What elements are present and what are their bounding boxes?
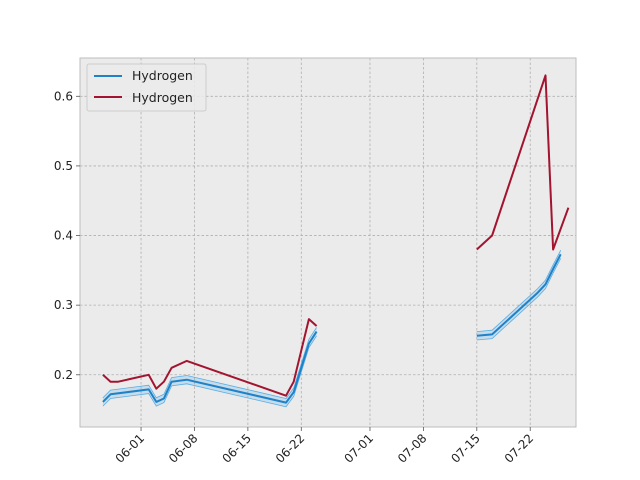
y-tick-label: 0.5 [54,159,73,173]
x-tick-label: 06-01 [113,431,148,466]
x-tick-label: 07-01 [342,431,377,466]
band-upper-line [476,250,562,332]
plot-frame [79,57,577,428]
band-lower-line [476,258,562,341]
series-lines [102,74,570,404]
confidence-band [102,250,562,408]
series-line-red [476,74,570,251]
y-tick-label: 0.3 [54,298,73,312]
legend[interactable]: Hydrogen Hydrogen [86,63,207,112]
x-tick-label: 07-22 [502,431,537,466]
x-tick-label: 06-22 [273,431,308,466]
legend-label-blue: Hydrogen [132,68,193,83]
series-line-blue [476,253,562,337]
plot-background [80,58,576,427]
grid [80,58,576,427]
band-lower-line [102,335,317,408]
x-tick-label: 06-15 [219,431,254,466]
y-tick-label: 0.6 [54,89,73,103]
y-axis: 0.2 0.3 0.4 0.5 0.6 [54,89,80,382]
legend-label-red: Hydrogen [132,90,193,105]
y-tick-label: 0.4 [54,229,73,243]
x-tick-label: 07-08 [395,431,430,466]
y-tick-label: 0.2 [54,368,73,382]
x-axis: 06-01 06-08 06-15 06-22 07-01 07-08 07-15 07-22 [113,427,537,466]
x-tick-label: 07-15 [448,431,483,466]
band-upper-line [102,327,317,399]
series-line-blue [102,331,318,404]
x-tick-label: 06-08 [166,431,201,466]
series-line-red [102,318,318,397]
